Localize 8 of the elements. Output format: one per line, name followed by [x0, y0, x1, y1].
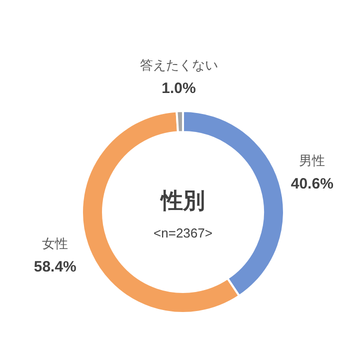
slice-label: 女性	[42, 236, 68, 251]
slice-label: 答えたくない	[140, 58, 218, 73]
text: <n=2367>	[154, 225, 212, 240]
data-label: 58.4%	[34, 258, 76, 276]
data-label: 1.0%	[162, 80, 196, 98]
slice-label: 男性	[299, 153, 326, 168]
text: 性別	[159, 188, 205, 213]
data-label: 40.6%	[290, 176, 334, 193]
